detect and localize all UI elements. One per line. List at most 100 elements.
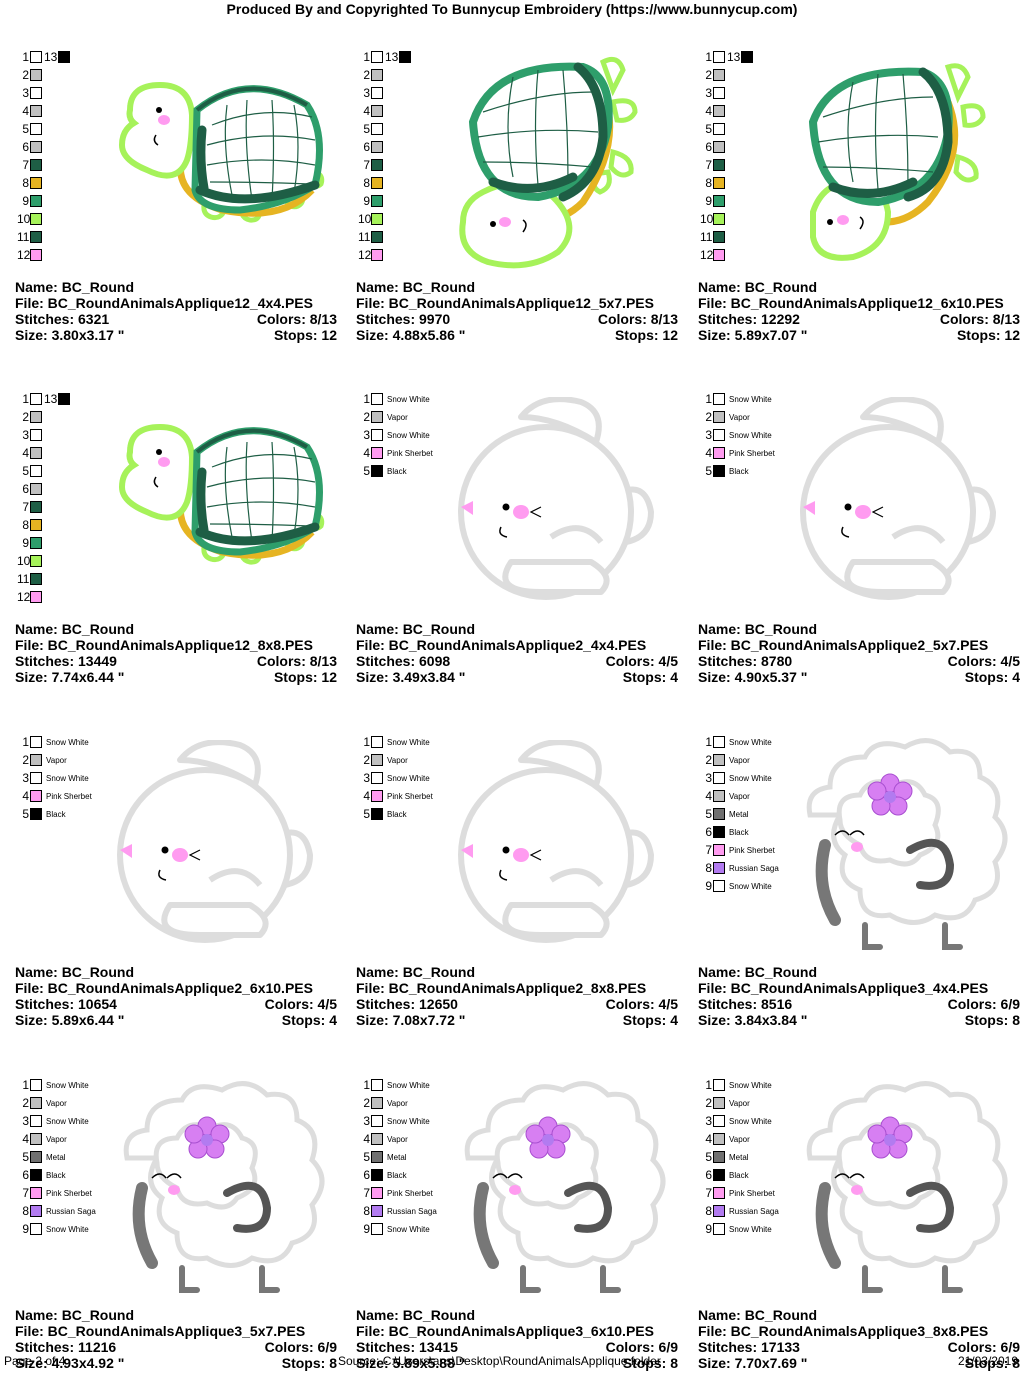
design-size: Size: 5.89x5.88 " xyxy=(356,1355,466,1371)
stop-count: Stops: 12 xyxy=(614,327,678,343)
swatch-number: 2 xyxy=(363,409,370,424)
swatch-number: 5 xyxy=(22,1149,29,1164)
design-file: File: BC_RoundAnimalsApplique2_8x8.PES xyxy=(356,980,647,996)
swatch-number: 2 xyxy=(363,1095,370,1110)
color-swatch-list: 1 13 2 3 4 5 6 7 8 9 10 11 12 xyxy=(17,390,71,606)
color-swatch-row: 7 xyxy=(17,498,70,516)
swatch-color-box xyxy=(713,1151,725,1163)
color-swatch-row: 10 xyxy=(17,210,70,228)
swatch-color-box xyxy=(713,1169,725,1181)
stop-count: Stops: 4 xyxy=(622,1012,678,1028)
swatch-color-box xyxy=(371,1205,383,1217)
turtle-applique-image xyxy=(118,81,325,223)
swatch-number: 9 xyxy=(22,193,29,208)
design-card: 1 Snow White 2 Vapor 3 Snow White 4 Vapor 5 Metal… xyxy=(341,1048,682,1390)
color-swatch-row: 8 Russian Saga xyxy=(700,859,779,877)
swatch-color-name: Metal xyxy=(729,1152,749,1162)
color-swatch-row: 7 xyxy=(700,156,753,174)
swatch-number: 1 xyxy=(363,49,370,64)
swatch-color-box xyxy=(30,123,42,135)
swatch-color-box xyxy=(30,1187,42,1199)
swatch-number: 2 xyxy=(363,752,370,767)
swatch-number: 8 xyxy=(22,1203,29,1218)
swatch-color-box xyxy=(371,411,383,423)
swatch-color-name: Snow White xyxy=(46,1224,89,1234)
swatch-color-box xyxy=(30,105,42,117)
swatch-color-name: Vapor xyxy=(387,412,408,422)
swatch-color-box xyxy=(30,393,42,405)
color-swatch-row: 7 xyxy=(17,156,70,174)
design-info: Name: BC_Round File: BC_RoundAnimalsAppli… xyxy=(356,1307,678,1371)
swatch-color-box xyxy=(713,213,725,225)
swatch-color-name: Vapor xyxy=(729,755,750,765)
swatch-number: 12 xyxy=(17,589,31,604)
color-swatch-row: 2 xyxy=(17,66,70,84)
turtle-applique-image xyxy=(459,56,638,269)
swatch-color-box xyxy=(399,51,412,63)
swatch-number: 13 xyxy=(44,392,58,406)
stop-count: Stops: 8 xyxy=(281,1355,337,1371)
swatch-number: 8 xyxy=(22,517,29,532)
design-name: Name: BC_Round xyxy=(356,964,476,980)
swatch-color-name: Snow White xyxy=(387,773,430,783)
color-swatch-row: 2 Vapor xyxy=(700,751,779,769)
swatch-color-box xyxy=(30,808,42,820)
swatch-color-box xyxy=(371,393,383,405)
design-file: File: BC_RoundAnimalsApplique3_5x7.PES xyxy=(15,1323,306,1339)
design-size: Size: 7.08x7.72 " xyxy=(356,1012,466,1028)
bunny-applique-image xyxy=(458,397,654,600)
stitch-count: Stitches: 6321 xyxy=(15,311,110,327)
color-swatch-list: 1 Snow White 2 Vapor 3 Snow White 4 Vapor 5 Metal… xyxy=(700,733,779,895)
color-swatch-row: 5 Metal xyxy=(358,1148,437,1166)
swatch-number: 3 xyxy=(22,427,29,442)
swatch-number: 2 xyxy=(705,1095,712,1110)
swatch-color-name: Snow White xyxy=(729,430,772,440)
color-swatch-row: 9 xyxy=(358,192,411,210)
stop-count: Stops: 8 xyxy=(964,1012,1020,1028)
swatch-color-box xyxy=(30,447,42,459)
design-info: Name: BC_Round File: BC_RoundAnimalsAppli… xyxy=(698,279,1020,343)
color-swatch-row: 9 Snow White xyxy=(700,877,779,895)
swatch-color-box xyxy=(713,1187,725,1199)
color-swatch-row: 4 Pink Sherbet xyxy=(358,787,433,805)
color-swatch-row: 3 Snow White xyxy=(358,1112,437,1130)
color-swatch-row: 3 xyxy=(17,426,70,444)
swatch-color-name: Black xyxy=(46,809,66,819)
swatch-color-box xyxy=(371,141,383,153)
color-swatch-row: 8 xyxy=(358,174,411,192)
swatch-number: 2 xyxy=(22,409,29,424)
color-swatch-row: 5 Black xyxy=(17,805,92,823)
swatch-color-box xyxy=(30,754,42,766)
swatch-number: 1 xyxy=(363,734,370,749)
bunny-applique-image xyxy=(800,397,996,600)
swatch-color-box xyxy=(713,1205,725,1217)
sheep-applique-image xyxy=(806,738,1008,950)
swatch-color-box xyxy=(371,1151,383,1163)
swatch-color-box xyxy=(371,1115,383,1127)
color-swatch-row: 1 Snow White xyxy=(358,1076,437,1094)
swatch-color-box xyxy=(713,754,725,766)
swatch-color-box xyxy=(371,772,383,784)
swatch-color-name: Snow White xyxy=(387,1116,430,1126)
color-swatch-row: 9 xyxy=(17,192,70,210)
design-name: Name: BC_Round xyxy=(15,964,135,980)
swatch-color-box xyxy=(371,1079,383,1091)
swatch-color-box xyxy=(30,411,42,423)
swatch-number: 5 xyxy=(705,463,712,478)
page-number: Page 2 of 4 xyxy=(4,1354,66,1368)
swatch-color-box xyxy=(30,465,42,477)
swatch-number: 8 xyxy=(363,175,370,190)
design-file: File: BC_RoundAnimalsApplique12_6x10.PES xyxy=(698,295,1004,311)
color-count: Colors: 4/5 xyxy=(605,653,678,669)
color-count: Colors: 6/9 xyxy=(605,1339,678,1355)
color-swatch-row: 2 xyxy=(17,408,70,426)
design-card: 1 13 2 3 4 5 6 7 8 9 10 11 12 Name: BC_Round File: BC… xyxy=(0,20,341,362)
swatch-color-box xyxy=(371,195,383,207)
design-info: Name: BC_Round File: BC_RoundAnimalsAppli… xyxy=(698,621,1020,685)
swatch-number: 4 xyxy=(363,103,370,118)
swatch-color-box xyxy=(713,393,725,405)
swatch-color-box xyxy=(713,141,725,153)
swatch-color-name: Snow White xyxy=(46,737,89,747)
swatch-number: 7 xyxy=(705,1185,712,1200)
color-swatch-row: 6 xyxy=(700,138,753,156)
